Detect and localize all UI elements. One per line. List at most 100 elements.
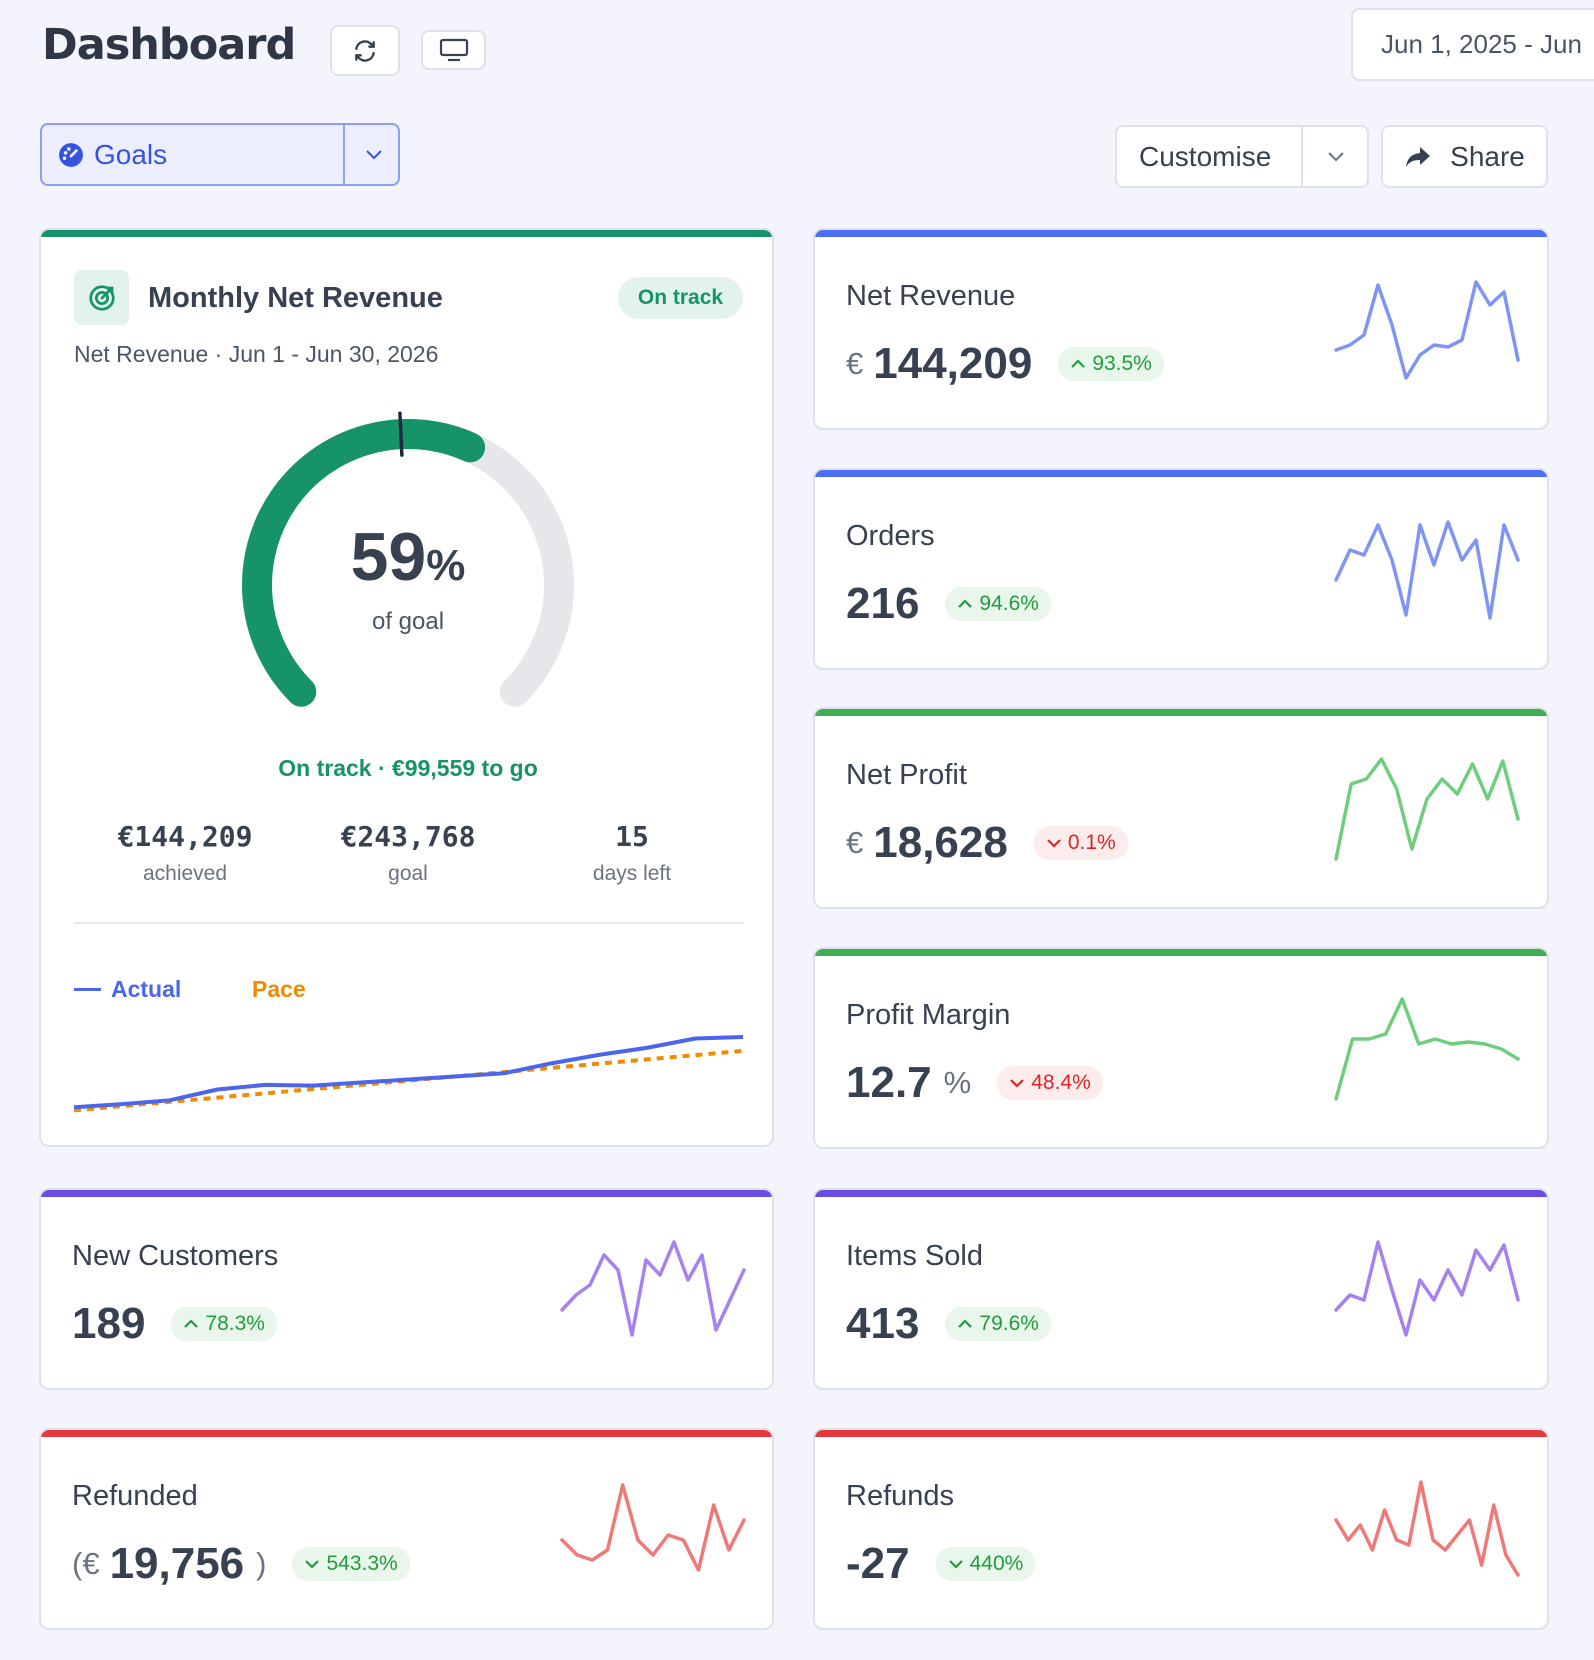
metric-row: 12.7% 48.4%	[846, 1055, 1103, 1111]
metric-value: 216	[846, 579, 920, 628]
display-button[interactable]	[421, 30, 486, 70]
metric-prefix: €	[846, 346, 864, 381]
view-label: Goals	[94, 138, 168, 170]
share-button[interactable]: Share	[1381, 125, 1548, 188]
metric-title: New Customers	[72, 1240, 279, 1272]
change-badge: 94.6%	[945, 587, 1051, 621]
goal-card: Monthly Net Revenue On track Net Revenue…	[39, 228, 774, 1147]
chevron	[1047, 839, 1061, 848]
sparkline	[1334, 1480, 1520, 1577]
change-value: 93.5%	[1092, 352, 1152, 375]
metric-prefix: €	[846, 825, 864, 860]
card-accent	[815, 1430, 1547, 1437]
sparkline	[560, 1483, 746, 1572]
metric-title: Refunds	[846, 1480, 955, 1512]
legend-item: Pace	[252, 976, 306, 1003]
trend-icon	[958, 1319, 973, 1328]
card-accent	[815, 1190, 1547, 1197]
customise-label: Customise	[1139, 140, 1272, 172]
metric-card: Orders 216 94.6%	[813, 468, 1549, 670]
refresh-button[interactable]	[330, 25, 400, 76]
metric-value: 19,756	[109, 1539, 245, 1588]
card-accent	[41, 230, 772, 237]
chevron	[1071, 359, 1086, 368]
series-line	[73, 1034, 744, 1110]
goal-icon	[74, 270, 129, 325]
metric-card: Refunded (€ 19,756) 543.3%	[39, 1428, 774, 1630]
view-select[interactable]: Goals	[40, 123, 400, 186]
customise-dropdown[interactable]	[1301, 127, 1369, 186]
trend-icon	[1047, 839, 1061, 848]
page-title: Dashboard	[42, 20, 296, 70]
view-dropdown[interactable]	[343, 125, 402, 184]
change-value: 94.6%	[979, 592, 1039, 615]
change-badge: 93.5%	[1058, 347, 1164, 381]
date-range: Jun 1, 2025 - Jun	[1381, 29, 1582, 59]
change-value: 440%	[969, 1552, 1024, 1575]
stat-value: €243,768	[340, 820, 476, 853]
goal-summary: On track · €99,559 to go	[278, 755, 538, 781]
trend-icon	[305, 1560, 320, 1569]
metric-value: 413	[846, 1299, 920, 1348]
trend-icon	[958, 599, 973, 608]
metric-row: 413 79.6%	[846, 1296, 1051, 1352]
chevron	[958, 599, 973, 608]
trend-icon	[184, 1319, 199, 1328]
date-range-picker[interactable]: Jun 1, 2025 - Jun	[1351, 8, 1594, 81]
metric-value: 144,209	[873, 339, 1033, 388]
metric-value: 189	[72, 1299, 146, 1348]
sparkline	[1334, 757, 1520, 861]
sparkline	[560, 1240, 746, 1337]
change-badge: 79.6%	[945, 1307, 1051, 1341]
metric-card: New Customers 189 78.3%	[39, 1188, 774, 1390]
metric-row: (€ 19,756) 543.3%	[72, 1536, 410, 1592]
metric-prefix: (€	[72, 1546, 100, 1581]
metric-title: Net Revenue	[846, 280, 1016, 312]
metric-value: -27	[846, 1539, 910, 1588]
metric-title: Profit Margin	[846, 999, 1011, 1031]
card-accent	[815, 949, 1547, 956]
sparkline	[1334, 1240, 1520, 1337]
metric-title: Refunded	[72, 1480, 198, 1512]
sparkline-path	[560, 1483, 746, 1572]
share-label: Share	[1450, 140, 1525, 172]
metric-card: Net Profit €18,628 0.1%	[813, 707, 1549, 909]
sparkline-path	[1334, 1240, 1520, 1337]
change-badge: 543.3%	[292, 1547, 410, 1581]
legend-item: Actual	[74, 976, 181, 1003]
metric-card: Items Sold 413 79.6%	[813, 1188, 1549, 1390]
gauge-value: 59%	[351, 518, 466, 596]
goal-title: Monthly Net Revenue	[148, 282, 443, 314]
legend-label: Actual	[111, 976, 182, 1002]
gauge	[242, 411, 574, 707]
customise-button[interactable]: Customise	[1115, 125, 1369, 188]
chevron	[948, 1560, 963, 1569]
change-value: 78.3%	[205, 1312, 265, 1335]
change-value: 543.3%	[326, 1552, 398, 1575]
change-badge: 440%	[935, 1547, 1036, 1581]
metric-title: Orders	[846, 520, 935, 552]
change-badge: 0.1%	[1033, 826, 1128, 860]
stat-value: 15	[615, 820, 649, 853]
chevron	[184, 1319, 199, 1328]
metric-card: Profit Margin 12.7% 48.4%	[813, 947, 1549, 1149]
change-value: 79.6%	[979, 1312, 1039, 1335]
metric-row: €144,209 93.5%	[846, 336, 1164, 392]
legend-swatch	[74, 988, 101, 991]
progress-chart	[73, 1034, 744, 1113]
pace-marker	[398, 411, 404, 457]
metric-title: Net Profit	[846, 759, 967, 791]
sparkline	[1334, 997, 1520, 1101]
sparkline	[1334, 520, 1520, 620]
sparkline-path	[1334, 1480, 1520, 1577]
metric-card: Refunds -27 440%	[813, 1428, 1549, 1630]
change-badge: 48.4%	[997, 1066, 1103, 1100]
goal-subtitle: Net Revenue · Jun 1 - Jun 30, 2026	[74, 341, 439, 367]
trend-icon	[1010, 1079, 1024, 1088]
sparkline-path	[1334, 757, 1520, 861]
sparkline	[1334, 280, 1520, 380]
metric-value: 12.7	[846, 1058, 932, 1107]
series-line	[73, 1048, 744, 1113]
sparkline-path	[1334, 520, 1520, 620]
